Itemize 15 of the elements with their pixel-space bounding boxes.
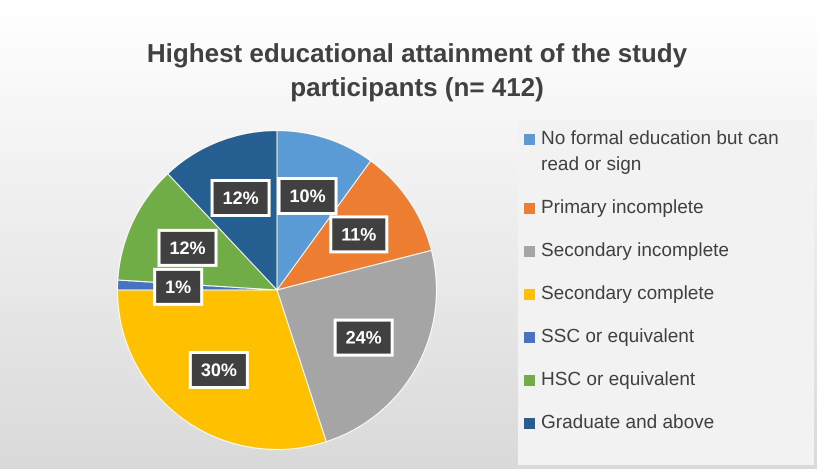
data-label: 12% xyxy=(222,188,259,208)
data-label: 11% xyxy=(341,224,376,244)
data-label: 1% xyxy=(165,276,192,297)
data-label: 12% xyxy=(170,238,206,258)
legend-label: No formal education but can read or sign xyxy=(541,127,780,177)
legend-label: Secondary complete xyxy=(541,282,714,306)
data-label: 10% xyxy=(290,186,326,206)
legend-label: Secondary incomplete xyxy=(541,239,729,263)
chart-title: Highest educational attainment of the study participants (n= 412) xyxy=(146,37,688,104)
legend-label: Primary incomplete xyxy=(541,196,704,220)
legend-label: Graduate and above xyxy=(541,411,714,435)
data-label: 30% xyxy=(200,360,237,380)
legend-label: SSC or equivalent xyxy=(541,325,694,349)
legend-label: HSC or equivalent xyxy=(541,368,696,392)
data-label: 24% xyxy=(346,328,382,348)
